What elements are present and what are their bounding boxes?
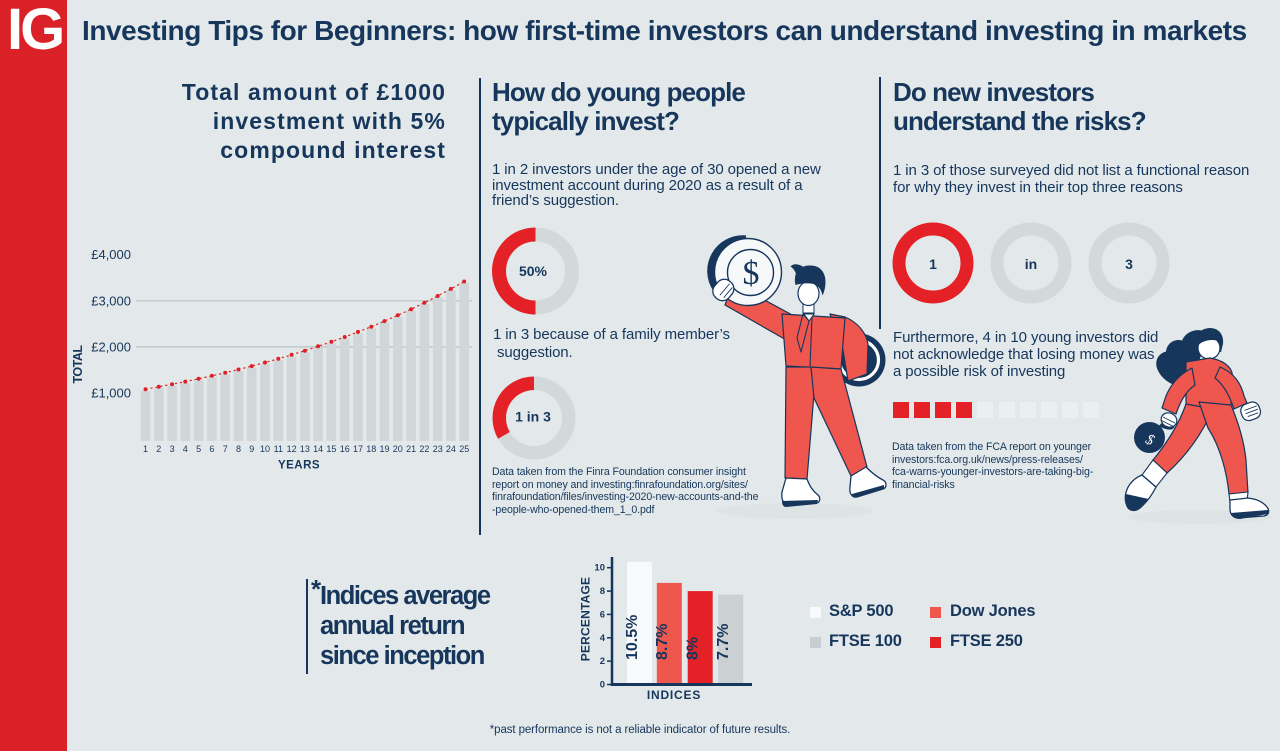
svg-text:1: 1 bbox=[929, 256, 937, 272]
svg-text:7: 7 bbox=[223, 444, 228, 454]
svg-text:23: 23 bbox=[433, 444, 443, 454]
svg-text:17: 17 bbox=[353, 444, 363, 454]
svg-text:6: 6 bbox=[600, 609, 605, 620]
svg-text:PERCENTAGE: PERCENTAGE bbox=[579, 577, 593, 661]
svg-text:21: 21 bbox=[406, 444, 416, 454]
svg-text:24: 24 bbox=[446, 444, 456, 454]
svg-text:1 in 3: 1 in 3 bbox=[515, 409, 551, 425]
svg-text:$: $ bbox=[743, 255, 760, 292]
svg-text:11: 11 bbox=[274, 444, 283, 454]
svg-text:0: 0 bbox=[600, 680, 605, 691]
svg-text:3: 3 bbox=[170, 444, 175, 454]
svg-text:10.5%: 10.5% bbox=[624, 615, 641, 660]
svg-text:1: 1 bbox=[143, 444, 148, 454]
svg-text:5: 5 bbox=[196, 444, 201, 454]
svg-text:13: 13 bbox=[300, 444, 310, 454]
svg-text:£2,000: £2,000 bbox=[91, 339, 131, 354]
svg-text:TOTAL: TOTAL bbox=[71, 345, 85, 384]
svg-text:19: 19 bbox=[379, 444, 389, 454]
svg-text:YEARS: YEARS bbox=[278, 460, 320, 472]
svg-text:7.7%: 7.7% bbox=[715, 624, 732, 660]
svg-text:50%: 50% bbox=[519, 263, 548, 279]
svg-text:15: 15 bbox=[326, 444, 336, 454]
svg-text:16: 16 bbox=[340, 444, 350, 454]
svg-text:14: 14 bbox=[313, 444, 323, 454]
svg-text:8.7%: 8.7% bbox=[654, 624, 671, 660]
svg-text:25: 25 bbox=[459, 444, 469, 454]
svg-text:2: 2 bbox=[600, 656, 605, 667]
svg-text:£1,000: £1,000 bbox=[91, 386, 131, 401]
svg-text:6: 6 bbox=[209, 444, 214, 454]
svg-text:2: 2 bbox=[156, 444, 161, 454]
svg-text:8%: 8% bbox=[685, 637, 702, 660]
svg-text:4: 4 bbox=[600, 633, 606, 644]
svg-text:8: 8 bbox=[236, 444, 241, 454]
svg-text:10: 10 bbox=[260, 444, 270, 454]
svg-text:12: 12 bbox=[287, 444, 297, 454]
svg-text:in: in bbox=[1025, 256, 1037, 272]
svg-text:20: 20 bbox=[393, 444, 403, 454]
svg-text:INDICES: INDICES bbox=[647, 688, 701, 702]
svg-text:10: 10 bbox=[594, 563, 605, 574]
svg-text:9: 9 bbox=[249, 444, 254, 454]
svg-text:£3,000: £3,000 bbox=[91, 293, 131, 308]
svg-text:3: 3 bbox=[1125, 256, 1133, 272]
svg-text:8: 8 bbox=[600, 586, 605, 597]
svg-text:22: 22 bbox=[419, 444, 429, 454]
svg-text:£4,000: £4,000 bbox=[91, 247, 131, 262]
svg-text:18: 18 bbox=[366, 444, 376, 454]
svg-text:4: 4 bbox=[183, 444, 188, 454]
